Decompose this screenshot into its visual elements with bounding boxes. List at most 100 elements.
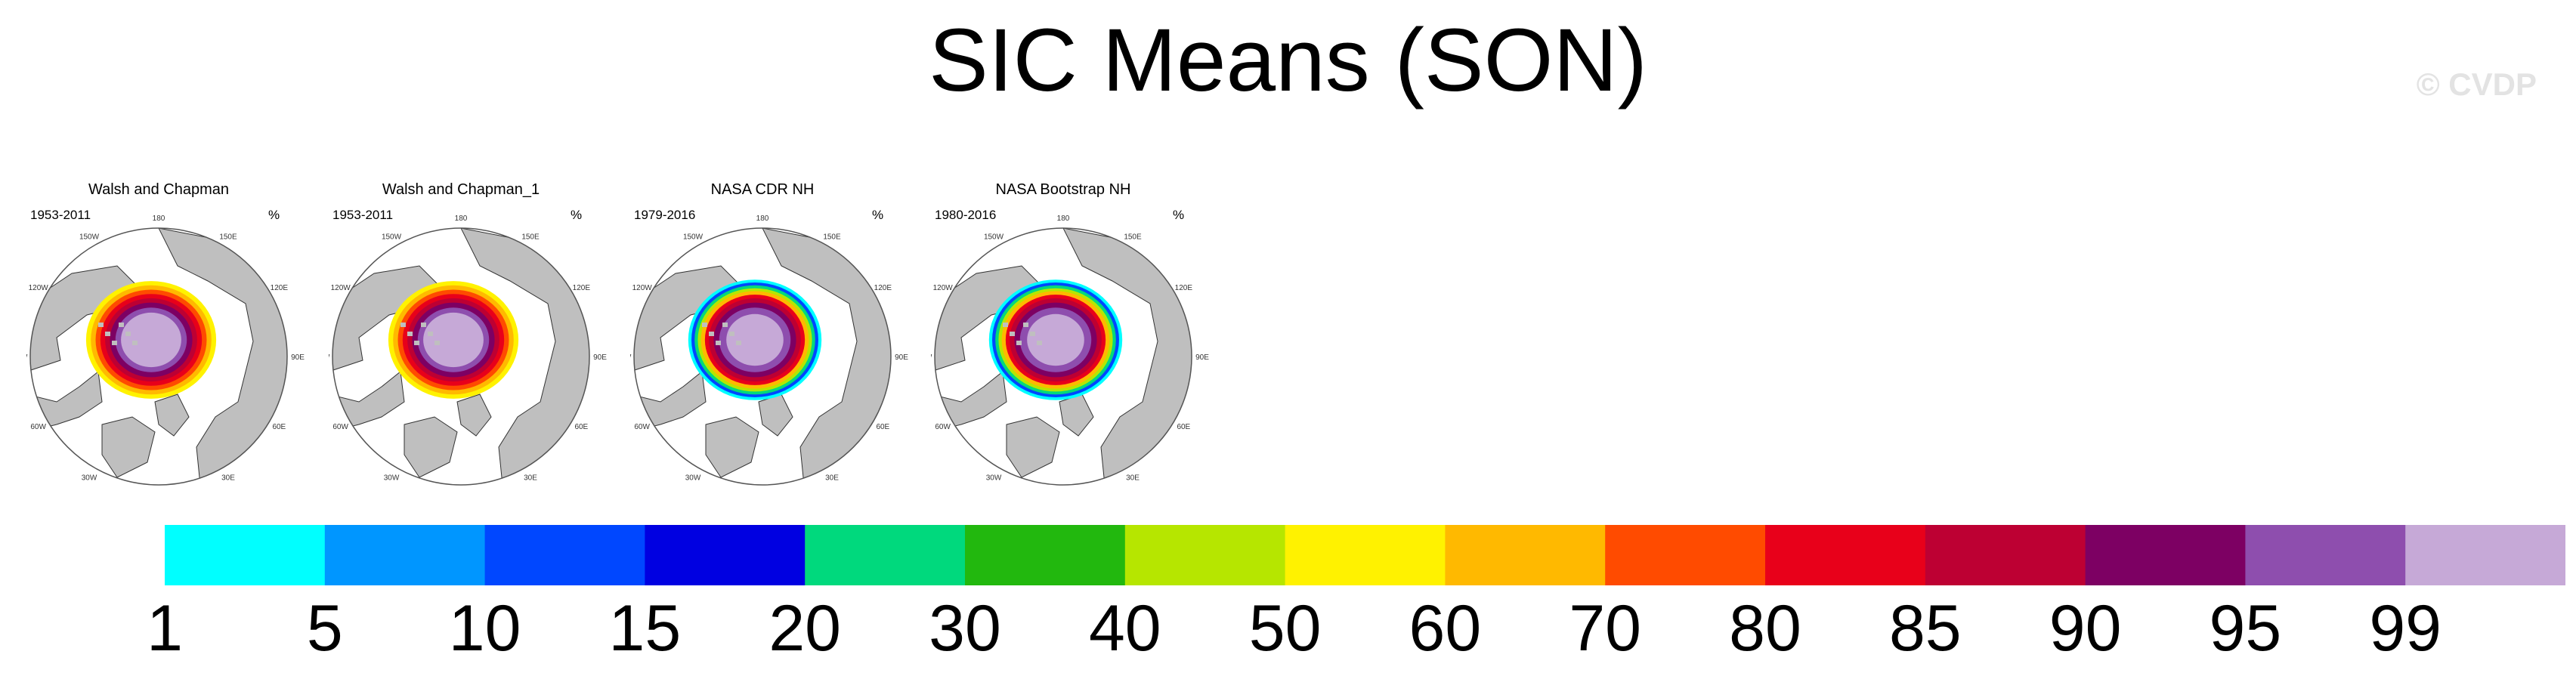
land-mass <box>705 416 759 478</box>
island <box>709 332 714 336</box>
colorbar-tick-label: 95 <box>2209 592 2282 665</box>
lon-label: 90E <box>895 353 908 362</box>
panel-title: Walsh and Chapman <box>88 181 229 198</box>
lon-label: 90E <box>291 353 305 362</box>
map-contents <box>634 228 891 485</box>
panel-units: % <box>571 208 582 222</box>
colorbar-tick-label: 5 <box>306 592 343 665</box>
island <box>702 323 707 327</box>
lon-label: 90W <box>931 353 932 362</box>
lon-label: 30W <box>82 474 97 482</box>
colorbar-tick-label: 10 <box>448 592 521 665</box>
lon-label: 150E <box>1124 233 1142 242</box>
lon-label: 120W <box>632 284 653 292</box>
island <box>1010 332 1015 336</box>
sic-band <box>423 312 484 368</box>
lon-label: 60W <box>634 423 650 431</box>
panel-title: NASA Bootstrap NH <box>996 181 1131 198</box>
island <box>1016 341 1022 345</box>
island <box>98 323 104 327</box>
lon-label: 150W <box>683 233 704 242</box>
lon-label: 30E <box>524 474 537 482</box>
land-mass <box>332 265 443 372</box>
island <box>434 341 440 345</box>
map-panel: Walsh and Chapman_1 1953-2011% 180 150W 120W… <box>329 175 616 486</box>
colorbar-swatch <box>1605 525 1766 585</box>
map-outline <box>934 227 1192 486</box>
map-outline <box>332 227 590 486</box>
panel-units: % <box>1173 208 1184 222</box>
map-panel: NASA CDR NH 1979-2016% 180 150W 120W 90W 60W 30… <box>630 175 917 486</box>
colorbar-swatch <box>805 525 966 585</box>
lon-label: 90W <box>26 353 28 362</box>
panel-period: 1953-2011 <box>332 208 393 222</box>
island <box>105 332 110 336</box>
island <box>414 341 419 345</box>
island <box>428 332 433 336</box>
map-outline <box>633 227 892 486</box>
colorbar-tick-label: 70 <box>1569 592 1642 665</box>
lon-label: 150W <box>984 233 1004 242</box>
land-mass <box>1006 416 1060 478</box>
lon-label: 180 <box>455 215 468 223</box>
page-title: SIC Means (SON) <box>929 11 1647 110</box>
map-contents <box>935 228 1192 485</box>
colorbar-swatch <box>484 525 645 585</box>
colorbar-tick-label: 15 <box>608 592 682 665</box>
panel-period: 1953-2011 <box>30 208 91 222</box>
lon-label: 60W <box>332 423 348 431</box>
map-contents <box>332 228 589 485</box>
lon-label: 120E <box>573 284 591 292</box>
island <box>1003 323 1008 327</box>
map-panel-svg: Walsh and Chapman 1953-2011% 180 150W 120W 90… <box>26 181 305 486</box>
lon-label: 150W <box>79 233 100 242</box>
colorbar-swatch <box>645 525 806 585</box>
lon-label: 150E <box>823 233 841 242</box>
lon-label: 30E <box>1126 474 1140 482</box>
lon-label: 30E <box>825 474 839 482</box>
colorbar <box>165 525 2566 585</box>
lon-label: 60E <box>272 423 286 431</box>
island <box>1030 332 1035 336</box>
map-panel: Walsh and Chapman 1953-2011% 180 150W 120W 90… <box>26 175 314 486</box>
colorbar-tick-label: 85 <box>1888 592 1962 665</box>
sic-band <box>726 313 784 366</box>
island <box>1023 323 1028 327</box>
colorbar-swatch <box>2085 525 2246 585</box>
land-mass <box>101 416 156 478</box>
land-mass <box>404 416 458 478</box>
land-mass <box>154 394 190 437</box>
lon-label: 90W <box>329 353 330 362</box>
lon-label: 90W <box>630 353 632 362</box>
colorbar-tick-label: 80 <box>1729 592 1801 665</box>
lon-label: 30W <box>384 474 400 482</box>
colorbar-swatch <box>1124 525 1286 585</box>
colorbar-swatch <box>1925 525 2086 585</box>
colorbar-tick-label: 90 <box>2049 592 2122 665</box>
lon-label: 60W <box>30 423 46 431</box>
panel-period: 1979-2016 <box>634 208 695 222</box>
island <box>736 341 741 345</box>
panel-units: % <box>268 208 280 222</box>
lon-label: 30E <box>221 474 235 482</box>
colorbar-swatch <box>1285 525 1446 585</box>
colorbar-tick-label: 30 <box>929 592 1001 665</box>
island <box>407 332 413 336</box>
colorbar-tick-label: 1 <box>147 592 183 665</box>
lon-label: 30W <box>986 474 1002 482</box>
panel-title: Walsh and Chapman_1 <box>382 181 540 198</box>
lon-label: 60E <box>876 423 889 431</box>
lon-label: 180 <box>1057 215 1070 223</box>
colorbar-swatch <box>1765 525 1926 585</box>
lon-label: 150E <box>219 233 237 242</box>
lon-label: 120W <box>331 284 351 292</box>
lon-label: 180 <box>756 215 769 223</box>
colorbar-swatch <box>165 525 326 585</box>
map-panel-svg: NASA CDR NH 1979-2016% 180 150W 120W 90W 60W 30… <box>630 181 908 486</box>
colorbar-tick-label: 50 <box>1248 592 1322 665</box>
lon-label: 180 <box>153 215 165 223</box>
island <box>421 323 426 327</box>
island <box>1037 341 1042 345</box>
sic-band <box>121 312 181 368</box>
island <box>132 341 138 345</box>
